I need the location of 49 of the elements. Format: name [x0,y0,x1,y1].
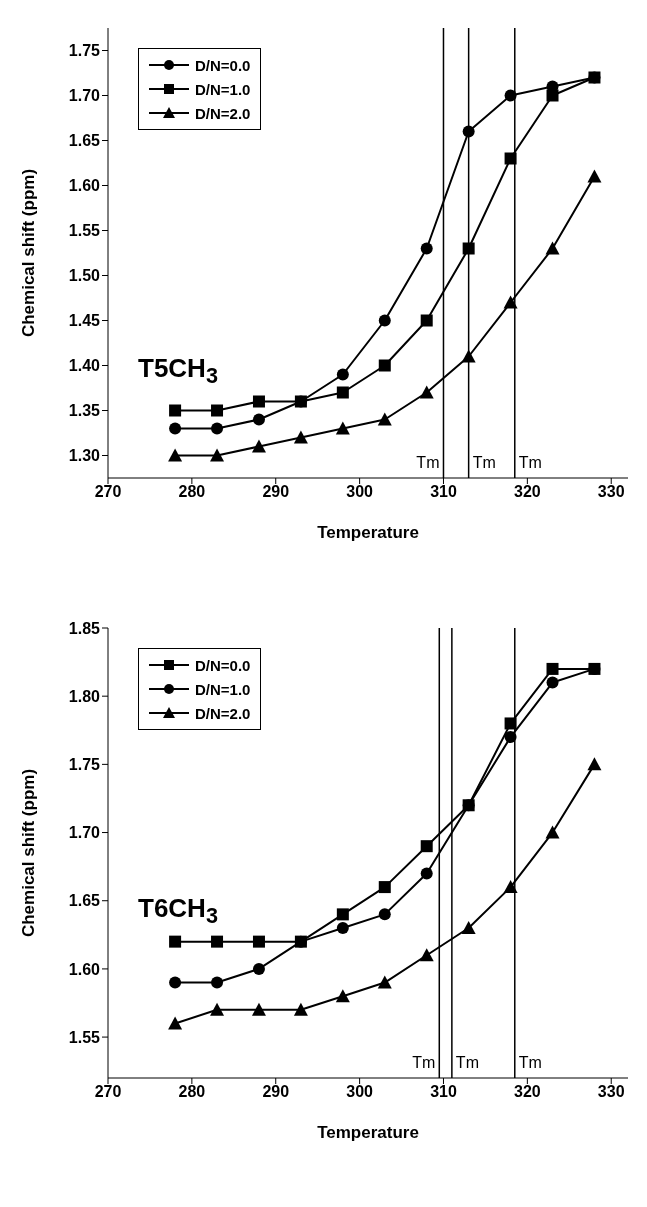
y-tick-label: 1.75 [68,42,101,60]
y-tick-label: 1.65 [68,132,101,150]
x-tick-label: 320 [514,483,541,501]
legend-label: D/N=1.0 [195,80,251,98]
x-tick-label: 290 [262,483,290,501]
x-tick-label: 270 [94,1083,122,1101]
x-tick-label: 310 [430,483,457,501]
x-tick-label: 290 [262,1083,290,1101]
x-tick-label: 300 [346,1083,374,1101]
y-tick-label: 1.85 [68,619,101,637]
ref-line-label: Tm [472,454,496,471]
legend-label: D/N=2.0 [195,104,251,122]
legend-label: D/N=1.0 [195,680,251,698]
y-tick-label: 1.30 [68,447,101,465]
x-axis-title: Temperature [317,1123,419,1142]
x-tick-label: 330 [597,483,625,501]
y-tick-label: 1.50 [68,267,101,285]
annotation: T5CH$_{3}$ [138,353,218,390]
legend-label: D/N=2.0 [195,704,251,722]
y-axis-title: Chemical shift (ppm) [19,768,39,938]
y-tick-label: 1.65 [68,892,101,910]
y-tick-label: 1.60 [68,177,101,195]
y-tick-label: 1.70 [68,87,101,105]
y-tick-label: 1.60 [68,960,101,978]
x-tick-label: 270 [94,483,122,501]
x-axis-title: Temperature [317,523,419,542]
legend-label: D/N=0.0 [195,656,251,674]
x-tick-label: 300 [346,483,374,501]
y-tick-label: 1.35 [68,402,101,420]
x-tick-label: 310 [430,1083,457,1101]
y-tick-label: 1.55 [68,222,101,240]
y-tick-label: 1.45 [68,312,101,330]
x-tick-label: 330 [597,1083,625,1101]
ref-line-label: Tm [518,1054,542,1071]
ref-line-label: Tm [416,454,440,471]
legend-label: D/N=0.0 [195,56,251,74]
ref-line-label: Tm [455,1054,479,1071]
x-tick-label: 280 [178,1083,206,1101]
y-tick-label: 1.70 [68,824,101,842]
annotation: T6CH$_{3}$ [138,893,218,930]
x-tick-label: 320 [514,1083,541,1101]
ref-line-label: Tm [412,1054,436,1071]
y-tick-label: 1.75 [68,756,101,774]
ref-line-label: Tm [518,454,542,471]
y-tick-label: 1.40 [68,357,101,375]
x-tick-label: 280 [178,483,206,501]
y-tick-label: 1.80 [68,687,101,705]
y-tick-label: 1.55 [68,1028,101,1046]
y-axis-title: Chemical shift (ppm) [19,168,39,338]
